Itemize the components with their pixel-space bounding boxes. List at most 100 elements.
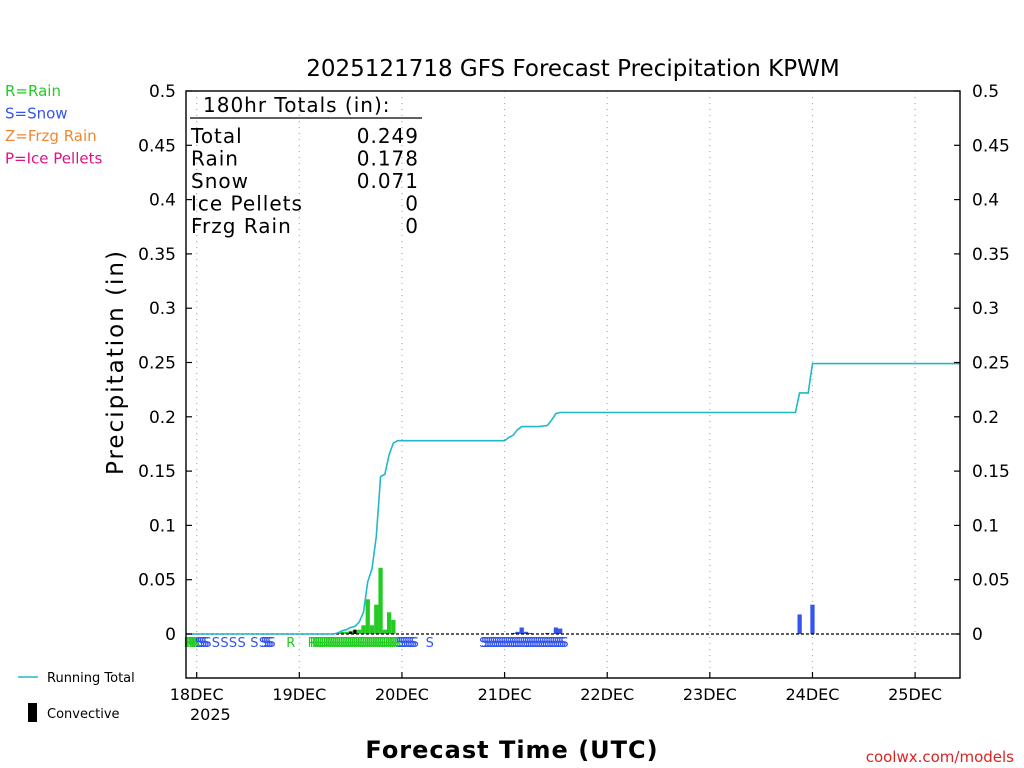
- ptype-letter: S: [496, 636, 504, 651]
- ptype-letter: R: [346, 636, 355, 651]
- ptype-letter: S: [513, 636, 521, 651]
- ptype-letter: S: [522, 636, 530, 651]
- ptype-letter: S: [485, 636, 493, 651]
- ptype-letter: S: [545, 636, 553, 651]
- precip-bar: [378, 567, 383, 634]
- ptype-letter: S: [539, 636, 547, 651]
- ptype-letter: S: [511, 636, 519, 651]
- precip-bar: [519, 627, 524, 634]
- x-tick-label: 25DEC: [888, 685, 942, 704]
- ptype-letter: R: [363, 636, 372, 651]
- ptype-letter: S: [409, 636, 417, 651]
- ptype-letter: R: [190, 636, 199, 651]
- y-tick-label-right: 0.3: [972, 299, 999, 319]
- ptype-letter: S: [552, 636, 560, 651]
- y-axis-ticks: 0 00.05 0.050.1 0.10.15 0.150.2 0.20.25 0.250.…: [138, 82, 1010, 645]
- y-tick-label-right: 0.45: [972, 136, 1010, 156]
- ptype-letter: R: [192, 636, 201, 651]
- ptype-legend-item: R=Rain: [5, 82, 61, 100]
- website-credit[interactable]: coolwx.com/models: [866, 748, 1014, 766]
- ptype-letter: S: [396, 636, 404, 651]
- ptype-letter: R: [344, 636, 353, 651]
- ptype-letter: R: [385, 636, 394, 651]
- precip-bar: [523, 631, 529, 634]
- ptype-letter: R: [331, 636, 340, 651]
- x-tick-label: 24DEC: [785, 685, 839, 704]
- ptype-letter: S: [509, 636, 517, 651]
- ptype-letter: R: [338, 636, 347, 651]
- x-tick-label: 21DEC: [478, 685, 532, 704]
- precip-bar: [391, 619, 396, 634]
- chart-title: 2025121718 GFS Forecast Precipitation KP…: [306, 56, 839, 82]
- y-tick-label-left: 0.4: [149, 191, 176, 211]
- ptype-letter: R: [380, 636, 389, 651]
- ptype-letter: S: [526, 636, 534, 651]
- ptype-letter: R: [286, 636, 295, 651]
- precip-bar: [553, 627, 559, 634]
- ptype-letter: R: [187, 636, 196, 651]
- y-tick-label-right: 0.35: [972, 245, 1010, 265]
- x-tick-label: 19DEC: [272, 685, 326, 704]
- y-tick-label-right: 0.05: [972, 571, 1010, 591]
- y-tick-label-right: 0.2: [972, 408, 999, 428]
- ptype-letter: S: [547, 636, 555, 651]
- ptype-letter: S: [492, 636, 500, 651]
- ptype-letter: S: [518, 636, 526, 651]
- precip-bar: [374, 604, 379, 634]
- series-legend: Running Total Convective: [18, 671, 135, 722]
- y-tick-label-left: 0: [165, 625, 176, 645]
- plot-frame: [185, 90, 961, 679]
- ptype-legend-item: P=Ice Pellets: [5, 150, 102, 168]
- totals-box: 180hr Totals (in): Total 0.249 Rain 0.178 Sn…: [190, 93, 422, 238]
- ptype-letter: R: [308, 636, 317, 651]
- ptype-letter: R: [327, 636, 336, 651]
- ptype-letter: R: [318, 636, 327, 651]
- ptype-letter: S: [503, 636, 511, 651]
- ptype-letter: S: [402, 636, 410, 651]
- ptype-letter: R: [335, 636, 344, 651]
- ptype-letter: R: [325, 636, 334, 651]
- ptype-letter: R: [393, 636, 402, 651]
- totals-row-value: 0: [405, 192, 419, 216]
- ptype-letter: S: [490, 636, 498, 651]
- ptype-letter: S: [263, 636, 271, 651]
- precip-bar: [528, 632, 533, 634]
- precip-bar: [386, 612, 392, 634]
- ptype-letter: R: [184, 636, 193, 651]
- precip-type-legend: R=Rain S=Snow Z=Frzg Rain P=Ice Pellets: [5, 82, 102, 168]
- ptype-letter: S: [261, 636, 269, 651]
- ptype-letter: S: [530, 636, 538, 651]
- ptype-letter: R: [348, 636, 357, 651]
- x-axis-ticks: 18DEC 19DEC 20DEC 21DEC 22DEC 23DEC 24DEC 25DEC: [170, 672, 942, 704]
- totals-row-label: Ice Pellets: [191, 192, 303, 216]
- y-tick-label-left: 0.3: [149, 299, 176, 319]
- y-tick-label-left: 0.2: [149, 408, 176, 428]
- precip-bar: [369, 625, 375, 634]
- totals-header: 180hr Totals (in):: [203, 93, 391, 117]
- y-tick-label-left: 0.15: [138, 462, 176, 482]
- totals-row-label: Snow: [191, 169, 249, 193]
- ptype-letter: S: [398, 636, 406, 651]
- ptype-letter: S: [500, 636, 508, 651]
- ptype-letter: S: [267, 636, 275, 651]
- ptype-legend-item: Z=Frzg Rain: [5, 127, 97, 145]
- x-tick-label: 20DEC: [375, 685, 429, 704]
- ptype-letter: R: [376, 636, 385, 651]
- ptype-letter: R: [367, 636, 376, 651]
- ptype-letter: R: [320, 636, 329, 651]
- precip-bar: [810, 604, 815, 634]
- ptype-letter: R: [340, 636, 349, 651]
- ptype-letter: S: [220, 636, 228, 651]
- precip-bar: [382, 629, 387, 634]
- totals-row-value: 0.071: [357, 169, 419, 193]
- y-tick-label-left: 0.1: [149, 516, 176, 536]
- ptype-letter: S: [229, 636, 237, 651]
- year-label: 2025: [190, 705, 231, 724]
- y-tick-label-right: 0: [972, 625, 983, 645]
- precip-bar: [365, 599, 370, 634]
- ptype-letter: R: [387, 636, 396, 651]
- precip-bar: [339, 631, 345, 634]
- y-tick-label-right: 0.5: [972, 82, 999, 102]
- ptype-letter: R: [185, 636, 194, 651]
